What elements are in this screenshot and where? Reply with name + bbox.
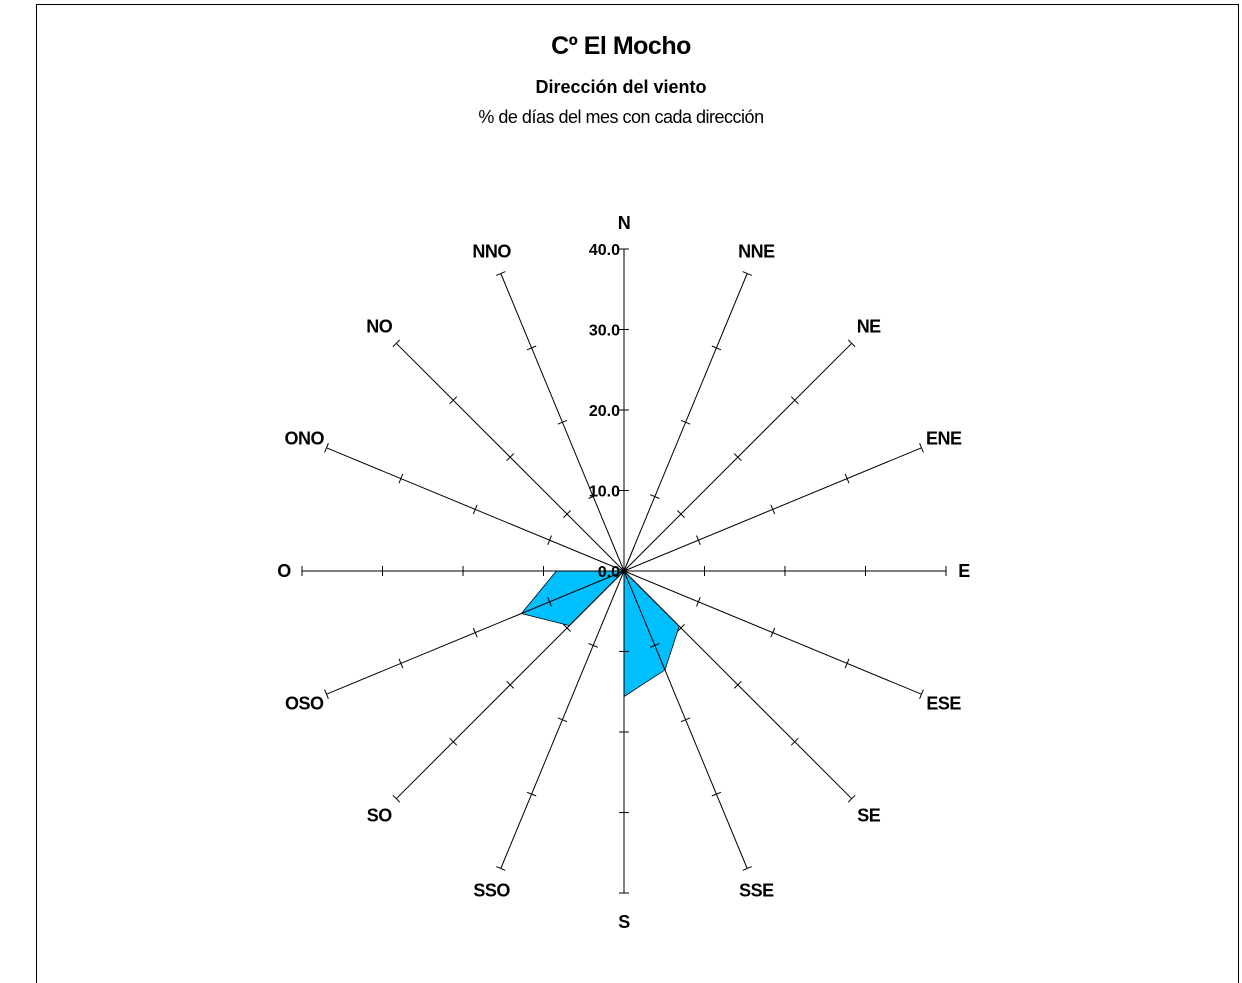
tick-mark [742, 271, 752, 276]
tick-mark [449, 396, 458, 405]
direction-label-n: N [618, 213, 631, 233]
tick-mark [563, 624, 571, 632]
direction-label-ese: ESE [926, 693, 961, 713]
tick-mark [650, 494, 660, 499]
chart-title: Cº El Mocho [551, 32, 691, 60]
tick-mark [557, 717, 568, 723]
tick-mark [742, 866, 752, 871]
direction-label-se: SE [857, 806, 881, 826]
tick-mark [711, 345, 722, 351]
tick-mark [847, 339, 856, 348]
direction-label-ne: NE [857, 316, 881, 336]
tick-mark [506, 680, 515, 689]
direction-label-so: SO [367, 806, 393, 826]
tick-mark [770, 504, 776, 515]
direction-label-no: NO [366, 316, 392, 336]
tick-mark [919, 689, 924, 699]
tick-mark [526, 345, 537, 351]
tick-mark [677, 510, 685, 518]
tick-mark [696, 597, 701, 607]
chart-subtitle: Dirección del viento [535, 77, 707, 97]
radial-tick-label: 10.0 [589, 484, 620, 501]
tick-mark [588, 494, 598, 499]
direction-label-o: O [277, 561, 291, 581]
tick-mark [563, 510, 571, 518]
tick-mark [506, 453, 515, 462]
tick-mark [547, 535, 552, 545]
tick-mark [770, 627, 776, 638]
direction-label-nno: NNO [472, 241, 511, 261]
direction-label-e: E [958, 561, 970, 581]
radial-tick-label: 0.0 [598, 564, 620, 581]
tick-mark [919, 443, 924, 453]
direction-label-s: S [618, 912, 630, 932]
direction-label-ene: ENE [926, 429, 962, 449]
tick-mark [324, 443, 329, 453]
tick-mark [680, 717, 691, 723]
chart-frame [36, 4, 1239, 983]
tick-mark [398, 473, 404, 484]
radial-tick-label: 40.0 [589, 242, 620, 259]
direction-label-sso: SSO [473, 881, 510, 901]
tick-mark [496, 866, 506, 871]
tick-mark [733, 680, 742, 689]
tick-mark [526, 791, 537, 797]
tick-mark [677, 624, 685, 632]
tick-mark [844, 473, 850, 484]
chart-subtitle-2: % de días del mes con cada dirección [478, 107, 764, 127]
radial-tick-label: 20.0 [589, 403, 620, 420]
tick-mark [696, 535, 701, 545]
tick-mark [847, 794, 856, 803]
tick-mark [392, 339, 401, 348]
tick-mark [472, 627, 478, 638]
direction-label-sse: SSE [739, 881, 774, 901]
tick-mark [733, 453, 742, 462]
tick-mark [324, 689, 329, 699]
tick-mark [472, 504, 478, 515]
tick-mark [844, 658, 850, 669]
tick-mark [496, 271, 506, 276]
direction-label-nne: NNE [738, 241, 775, 261]
tick-mark [790, 396, 799, 405]
tick-mark [711, 791, 722, 797]
tick-mark [588, 643, 598, 648]
radial-tick-label: 30.0 [589, 323, 620, 340]
tick-mark [790, 737, 799, 746]
tick-mark [680, 419, 691, 425]
tick-mark [392, 794, 401, 803]
tick-mark [557, 419, 568, 425]
tick-mark [547, 597, 552, 607]
direction-label-oso: OSO [285, 693, 324, 713]
tick-mark [650, 643, 660, 648]
direction-label-ono: ONO [285, 429, 325, 449]
tick-mark [449, 737, 458, 746]
tick-mark [398, 658, 404, 669]
